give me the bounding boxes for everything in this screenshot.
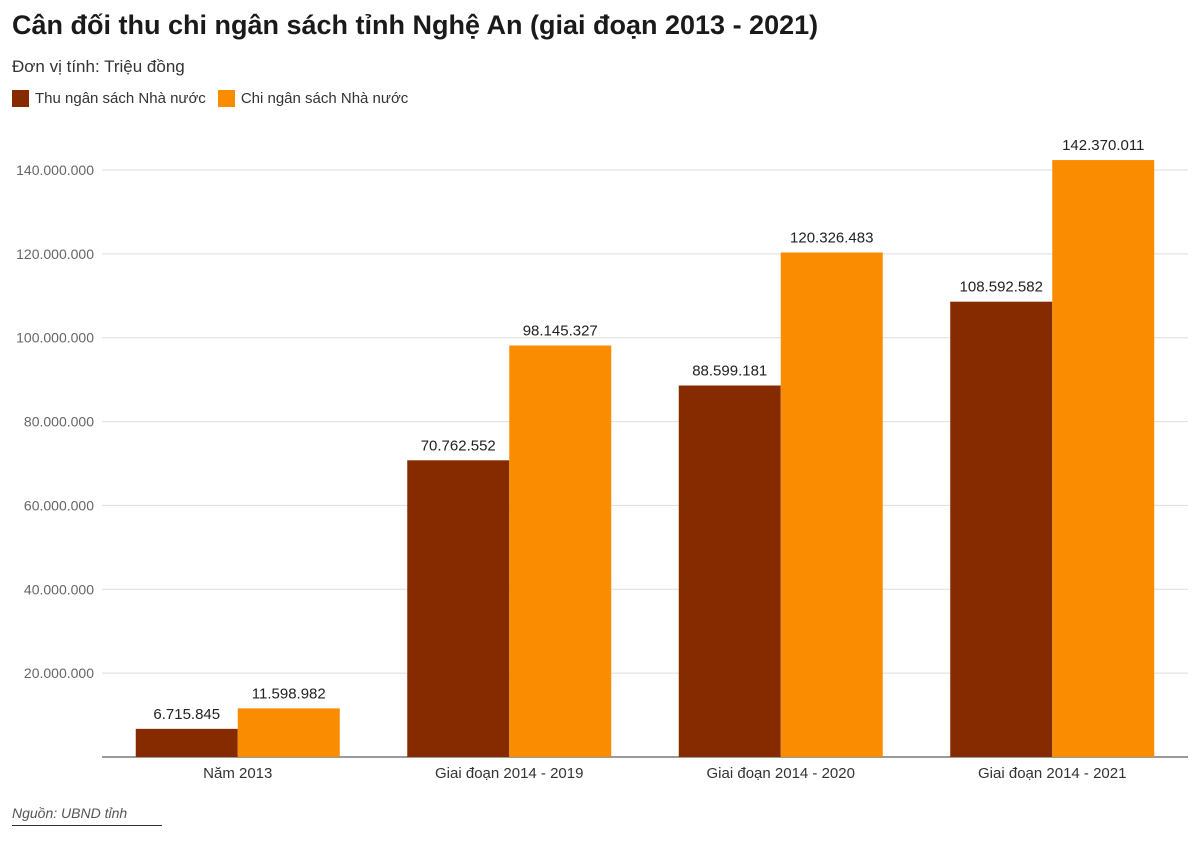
bar-chi: [509, 345, 612, 757]
legend: Thu ngân sách Nhà nước Chi ngân sách Nhà…: [12, 90, 420, 107]
bar-thu: [678, 385, 781, 757]
chart-title: Cân đối thu chi ngân sách tỉnh Nghệ An (…: [12, 10, 819, 40]
y-tick-label: 80.000.000: [24, 414, 94, 430]
data-label: 120.326.483: [790, 229, 873, 246]
bar-thu: [950, 301, 1053, 757]
data-label: 70.762.552: [421, 437, 496, 454]
x-category-label: Giai đoạn 2014 - 2020: [707, 765, 855, 782]
data-label: 108.592.582: [960, 279, 1043, 296]
x-category-label: Giai đoạn 2014 - 2019: [435, 765, 583, 782]
legend-label-thu: Thu ngân sách Nhà nước: [35, 90, 206, 107]
legend-label-chi: Chi ngân sách Nhà nước: [240, 90, 409, 107]
legend-item-thu: Thu ngân sách Nhà nước: [12, 90, 206, 107]
bar-chi: [237, 708, 340, 757]
source-note: Nguồn: UBND tỉnh: [12, 805, 162, 826]
legend-swatch-thu: [12, 90, 29, 107]
bar-chi: [780, 252, 883, 757]
y-tick-label: 120.000.000: [16, 246, 94, 262]
data-label: 98.145.327: [523, 322, 598, 339]
x-category-label: Giai đoạn 2014 - 2021: [978, 765, 1126, 782]
y-tick-label: 100.000.000: [16, 330, 94, 346]
legend-swatch-chi: [217, 90, 235, 107]
y-tick-label: 140.000.000: [16, 162, 94, 178]
legend-item-chi: Chi ngân sách Nhà nước: [217, 90, 409, 107]
chart-subtitle: Đơn vị tính: Triệu đồng: [12, 57, 185, 76]
data-label: 11.598.982: [252, 685, 326, 702]
y-tick-label: 40.000.000: [24, 581, 94, 597]
y-tick-label: 60.000.000: [24, 497, 94, 513]
data-label: 88.599.181: [692, 363, 767, 380]
bar-chi: [1052, 160, 1155, 758]
data-label: 142.370.011: [1062, 137, 1144, 154]
x-category-label: Năm 2013: [203, 765, 272, 782]
bar-thu: [135, 728, 238, 757]
y-tick-label: 20.000.000: [24, 665, 94, 681]
data-label: 6.715.845: [153, 706, 220, 723]
bar-thu: [407, 460, 510, 757]
